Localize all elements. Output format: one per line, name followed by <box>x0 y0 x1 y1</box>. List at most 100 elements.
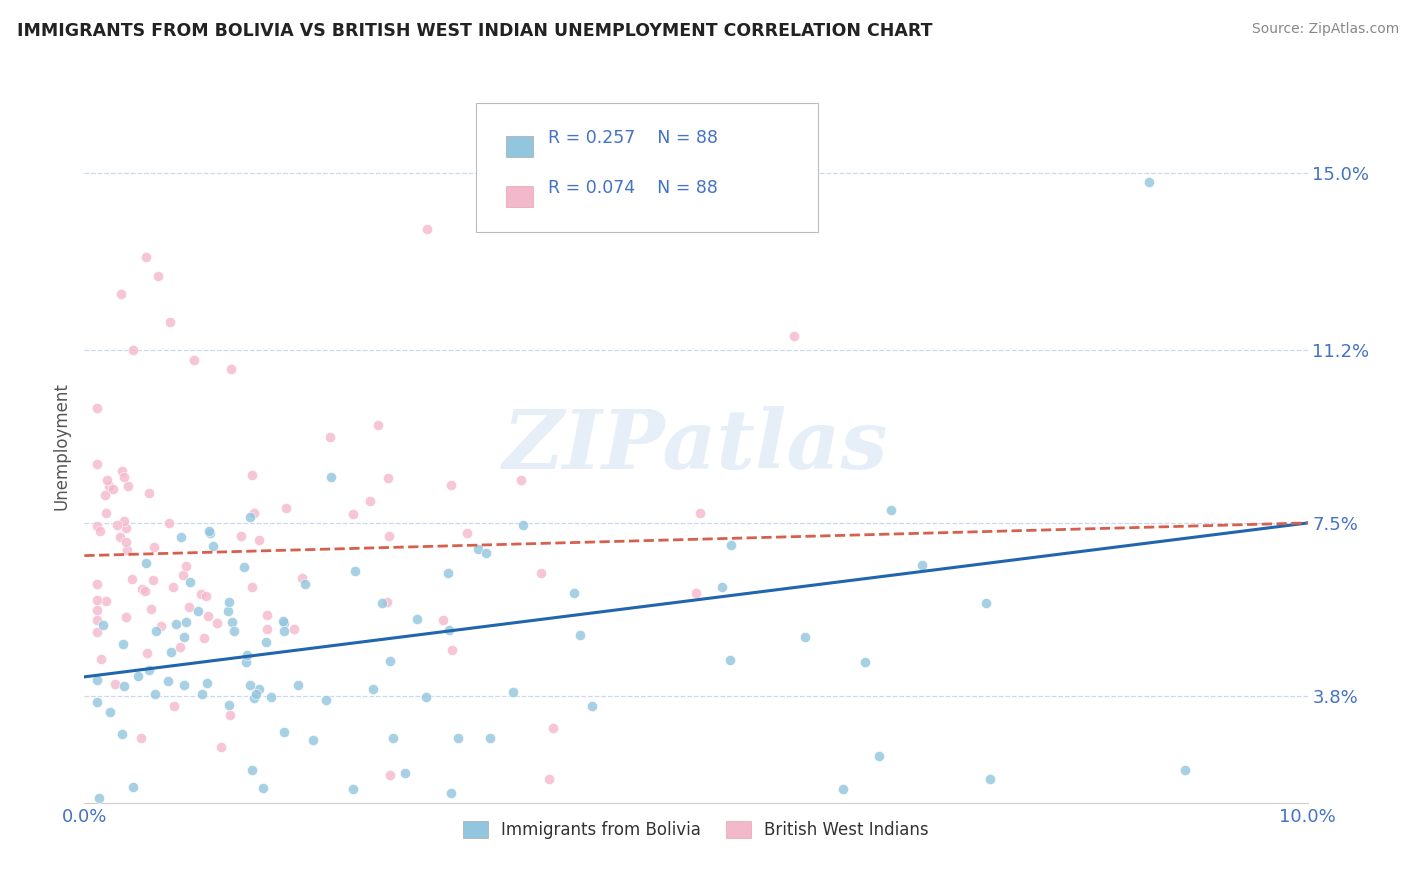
Point <box>195 676 218 690</box>
Point <box>157 516 180 530</box>
Point <box>319 430 342 444</box>
Point <box>685 586 707 600</box>
Point <box>361 681 384 696</box>
Point <box>127 669 149 683</box>
Point <box>162 580 184 594</box>
Point <box>165 617 187 632</box>
Point <box>710 580 733 594</box>
Point <box>160 645 183 659</box>
Point <box>562 586 585 600</box>
Point <box>831 781 853 796</box>
Point <box>538 772 561 787</box>
Point <box>371 596 394 610</box>
Point <box>243 691 266 706</box>
Point <box>783 329 806 343</box>
Point <box>221 615 243 629</box>
Point <box>911 558 934 572</box>
Point <box>235 655 257 669</box>
Point <box>135 556 157 570</box>
Point <box>197 609 219 624</box>
Point <box>378 529 401 543</box>
Point <box>437 623 460 637</box>
Point <box>190 587 212 601</box>
Point <box>157 673 180 688</box>
Point <box>107 518 129 533</box>
Point <box>222 624 245 638</box>
Point <box>793 630 815 644</box>
Point <box>169 640 191 654</box>
Point <box>287 678 309 692</box>
Point <box>112 679 135 693</box>
Point <box>245 687 267 701</box>
Point <box>530 566 553 580</box>
Point <box>880 503 903 517</box>
Point <box>252 781 274 796</box>
Point <box>86 673 108 687</box>
Point <box>235 648 257 662</box>
Point <box>394 766 416 780</box>
Point <box>117 479 139 493</box>
Point <box>416 222 439 236</box>
Point <box>569 628 592 642</box>
Point <box>135 250 157 264</box>
Point <box>115 542 138 557</box>
Point <box>111 726 134 740</box>
Point <box>415 690 437 704</box>
Point <box>321 470 343 484</box>
Point <box>541 722 564 736</box>
Point <box>478 731 501 745</box>
Point <box>271 614 294 628</box>
Point <box>87 791 110 805</box>
Point <box>359 493 381 508</box>
Point <box>218 595 240 609</box>
Point <box>315 692 337 706</box>
Point <box>111 464 134 478</box>
Text: ZIPatlas: ZIPatlas <box>503 406 889 486</box>
Point <box>342 507 364 521</box>
Point <box>122 780 145 794</box>
Point <box>367 417 389 432</box>
Point <box>143 687 166 701</box>
Point <box>91 617 114 632</box>
Point <box>1137 176 1160 190</box>
Point <box>441 643 464 657</box>
Point <box>142 573 165 587</box>
Point <box>195 589 218 603</box>
Point <box>218 698 240 712</box>
Point <box>344 564 367 578</box>
Point <box>139 602 162 616</box>
Point <box>432 613 454 627</box>
Point <box>149 619 172 633</box>
Point <box>101 482 124 496</box>
Point <box>134 583 156 598</box>
Point <box>254 635 277 649</box>
Point <box>440 478 463 492</box>
Point <box>1174 763 1197 777</box>
Point <box>869 749 891 764</box>
Point <box>131 582 153 596</box>
Point <box>112 514 135 528</box>
Text: IMMIGRANTS FROM BOLIVIA VS BRITISH WEST INDIAN UNEMPLOYMENT CORRELATION CHART: IMMIGRANTS FROM BOLIVIA VS BRITISH WEST … <box>17 22 932 40</box>
Point <box>86 624 108 639</box>
Point <box>100 706 122 720</box>
Point <box>129 731 152 745</box>
Point <box>219 708 242 723</box>
Point <box>169 530 191 544</box>
Point <box>114 534 136 549</box>
Point <box>86 457 108 471</box>
Point <box>510 473 533 487</box>
Point <box>104 677 127 691</box>
Point <box>190 687 212 701</box>
Point <box>233 559 256 574</box>
Point <box>173 678 195 692</box>
Point <box>86 401 108 416</box>
Point <box>467 541 489 556</box>
Point <box>198 524 221 538</box>
Point <box>240 764 263 778</box>
Point <box>853 656 876 670</box>
Text: R = 0.257    N = 88: R = 0.257 N = 88 <box>548 128 718 146</box>
Point <box>163 698 186 713</box>
Point <box>979 772 1001 787</box>
Y-axis label: Unemployment: Unemployment <box>52 382 70 510</box>
Point <box>94 506 117 520</box>
